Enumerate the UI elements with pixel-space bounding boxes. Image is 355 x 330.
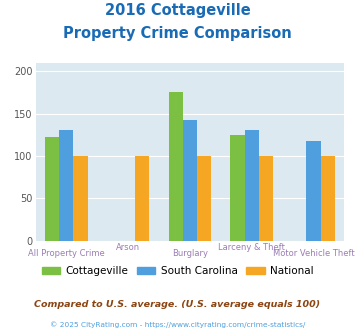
Text: Property Crime Comparison: Property Crime Comparison xyxy=(63,26,292,41)
Bar xyxy=(169,92,183,241)
Bar xyxy=(230,135,245,241)
Text: Larceny & Theft: Larceny & Theft xyxy=(218,243,285,251)
Bar xyxy=(73,156,88,241)
Text: 2016 Cottageville: 2016 Cottageville xyxy=(105,3,250,18)
Bar xyxy=(245,130,259,241)
Text: Compared to U.S. average. (U.S. average equals 100): Compared to U.S. average. (U.S. average … xyxy=(34,300,321,309)
Bar xyxy=(259,156,273,241)
Bar xyxy=(306,141,321,241)
Text: Burglary: Burglary xyxy=(172,249,208,258)
Bar xyxy=(45,137,59,241)
Bar xyxy=(321,156,335,241)
Text: All Property Crime: All Property Crime xyxy=(28,249,105,258)
Bar xyxy=(135,156,149,241)
Text: Arson: Arson xyxy=(116,243,140,251)
Text: © 2025 CityRating.com - https://www.cityrating.com/crime-statistics/: © 2025 CityRating.com - https://www.city… xyxy=(50,322,305,328)
Legend: Cottageville, South Carolina, National: Cottageville, South Carolina, National xyxy=(37,262,318,280)
Bar xyxy=(183,119,197,241)
Bar xyxy=(59,130,73,241)
Bar xyxy=(197,156,211,241)
Text: Motor Vehicle Theft: Motor Vehicle Theft xyxy=(273,249,354,258)
